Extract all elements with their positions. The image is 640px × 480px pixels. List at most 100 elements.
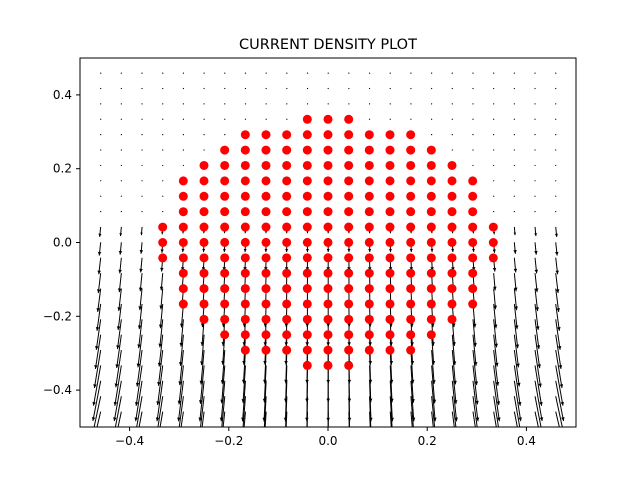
vector-arrow: [493, 365, 501, 406]
vector-arrow: [120, 149, 122, 151]
data-point: [282, 330, 292, 340]
vector-arrow: [513, 210, 515, 213]
vector-arrow: [162, 164, 164, 167]
data-point: [447, 160, 457, 170]
data-point: [385, 222, 395, 232]
vector-arrow: [513, 103, 515, 105]
data-point: [282, 160, 292, 170]
vector-arrow: [114, 396, 122, 427]
data-point: [364, 160, 374, 170]
data-point: [426, 237, 436, 247]
data-point: [344, 268, 354, 278]
data-point: [302, 114, 312, 124]
vector-arrow: [493, 411, 497, 427]
data-point: [220, 268, 230, 278]
vector-arrow: [534, 103, 536, 105]
vector-arrow: [451, 350, 457, 385]
vector-arrow: [431, 365, 437, 404]
data-point: [282, 299, 292, 309]
vector-arrow: [203, 134, 205, 136]
data-point: [282, 237, 292, 247]
data-point: [261, 330, 271, 340]
data-point: [302, 268, 312, 278]
vector-arrow: [555, 288, 560, 312]
data-point: [178, 207, 188, 217]
vector-arrow: [534, 349, 542, 388]
data-point: [240, 222, 250, 232]
vector-arrow: [177, 380, 184, 422]
vector-arrow: [182, 149, 185, 151]
vector-arrow: [178, 396, 184, 427]
vector-arrow: [120, 164, 122, 167]
data-point: [468, 268, 478, 278]
data-point: [323, 145, 333, 155]
data-point: [385, 345, 395, 355]
data-point: [385, 160, 395, 170]
vector-arrow: [472, 103, 474, 105]
data-point: [302, 222, 312, 232]
vector-arrow: [244, 103, 247, 105]
data-point: [178, 299, 188, 309]
data-point: [468, 299, 478, 309]
data-point: [406, 207, 416, 217]
vector-arrow: [534, 180, 536, 182]
vector-arrow: [555, 72, 557, 74]
vector-arrow: [493, 180, 495, 182]
vector-arrow: [157, 396, 164, 427]
vector-arrow: [141, 164, 143, 167]
vector-arrow: [493, 164, 495, 167]
vector-arrow: [198, 365, 205, 404]
data-point: [199, 284, 209, 294]
data-point: [468, 253, 478, 263]
vector-arrow: [534, 380, 544, 422]
vector-arrow: [431, 118, 433, 120]
vector-arrow: [162, 134, 164, 136]
data-point: [364, 284, 374, 294]
vector-arrow: [265, 103, 267, 105]
vector-arrow: [97, 242, 102, 256]
vector-arrow: [410, 72, 412, 74]
vector-arrow: [368, 87, 371, 90]
data-point: [302, 360, 312, 370]
vector-arrow: [100, 195, 102, 197]
data-point: [426, 299, 436, 309]
vector-arrow: [265, 118, 267, 120]
vector-arrow: [203, 72, 205, 74]
vector-arrow: [203, 149, 205, 151]
data-point: [261, 145, 271, 155]
data-point: [406, 253, 416, 263]
vector-arrow: [141, 72, 143, 74]
vector-arrow: [555, 87, 557, 90]
data-point: [261, 222, 271, 232]
data-point: [282, 222, 292, 232]
vector-arrow: [451, 411, 455, 427]
data-point: [302, 160, 312, 170]
data-point: [302, 345, 312, 355]
data-point: [488, 238, 498, 247]
vector-arrow: [410, 365, 415, 403]
vector-arrow: [97, 257, 102, 275]
vector-arrow: [177, 365, 184, 405]
data-point: [261, 284, 271, 294]
data-point: [344, 160, 354, 170]
vector-arrow: [92, 365, 102, 406]
data-point: [240, 299, 250, 309]
data-point: [323, 176, 333, 186]
data-point: [199, 268, 209, 278]
data-point: [385, 237, 395, 247]
vector-arrow: [221, 334, 226, 365]
data-point: [199, 253, 209, 263]
vector-arrow: [472, 118, 474, 120]
data-point: [199, 222, 209, 232]
vector-arrow: [513, 349, 521, 387]
data-point: [488, 253, 498, 263]
vector-arrow: [182, 87, 185, 90]
vector-arrow: [513, 242, 517, 254]
data-point: [406, 268, 416, 278]
vector-arrow: [513, 195, 515, 197]
vector-arrow: [156, 365, 164, 406]
vector-arrow: [157, 334, 164, 367]
data-point: [426, 160, 436, 170]
data-point: [426, 222, 436, 232]
